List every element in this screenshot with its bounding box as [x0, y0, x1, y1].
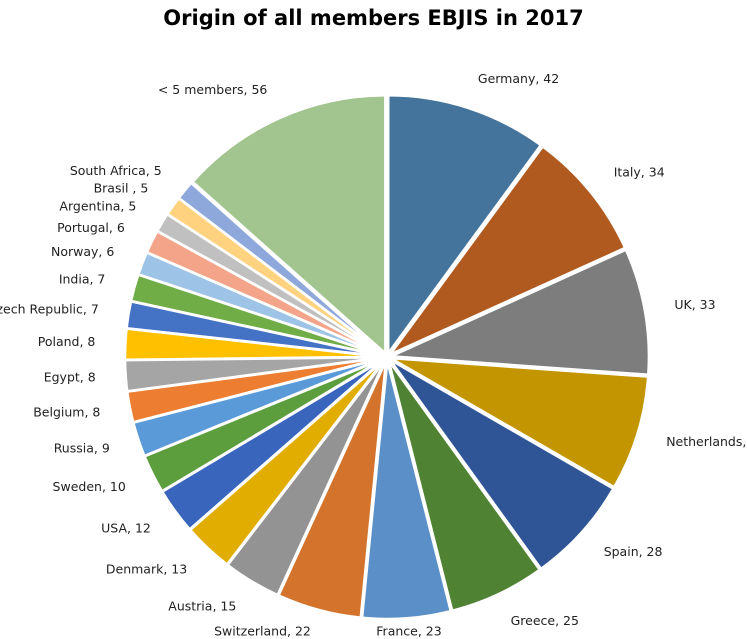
slice-label-brasil: Brasil , 5: [94, 180, 149, 195]
pie-slice-spain: [388, 358, 615, 571]
slice-label-south-africa: South Africa, 5: [70, 163, 162, 178]
slice-label-portugal: Portugal, 6: [57, 220, 125, 235]
slice-label-norway: Norway, 6: [51, 244, 114, 259]
slice-label-switzerland: Switzerland, 22: [214, 624, 311, 639]
slice-label-france: France, 23: [376, 624, 441, 639]
pie-slice-italy: [388, 145, 627, 356]
slice-label-5-members: < 5 members, 56: [158, 82, 268, 97]
pie-slices: [123, 93, 651, 621]
slice-label-czech-republic: Czech Republic, 7: [0, 301, 99, 316]
slice-label-usa: USA, 12: [101, 520, 151, 535]
slice-label-argentina: Argentina, 5: [59, 199, 136, 214]
slice-label-italy: Italy, 34: [614, 165, 665, 180]
slice-label-greece: Greece, 25: [511, 613, 579, 628]
pie-slice-greece: [387, 359, 541, 612]
slice-label-austria: Austria, 15: [168, 599, 236, 614]
pie-slice-uk: [389, 248, 651, 376]
slice-label-uk: UK, 33: [674, 297, 715, 312]
pie-slice-south-africa: [177, 181, 386, 356]
chart-title: Origin of all members EBJIS in 2017: [163, 6, 584, 30]
slice-label-germany: Germany, 42: [478, 71, 559, 86]
slice-label-denmark: Denmark, 13: [106, 562, 187, 577]
slice-label-poland: Poland, 8: [38, 334, 96, 349]
slice-label-egypt: Egypt, 8: [44, 369, 96, 384]
slice-label-spain: Spain, 28: [604, 544, 663, 559]
pie-slice-netherlands: [389, 356, 650, 489]
pie-slice-5-members: [191, 94, 387, 355]
slice-label-india: India, 7: [59, 271, 106, 286]
slice-label-sweden: Sweden, 10: [53, 479, 126, 494]
pie-labels: Germany, 42 Italy, 34 UK, 33 Netherlands, 3…: [0, 71, 747, 639]
slice-label-netherlands: Netherlands, 30: [666, 434, 747, 449]
slice-label-russia: Russia, 9: [54, 440, 110, 455]
slice-label-belgium: Belgium, 8: [33, 404, 100, 419]
pie-slice-germany: [386, 93, 543, 355]
pie-slice-france: [360, 359, 453, 621]
